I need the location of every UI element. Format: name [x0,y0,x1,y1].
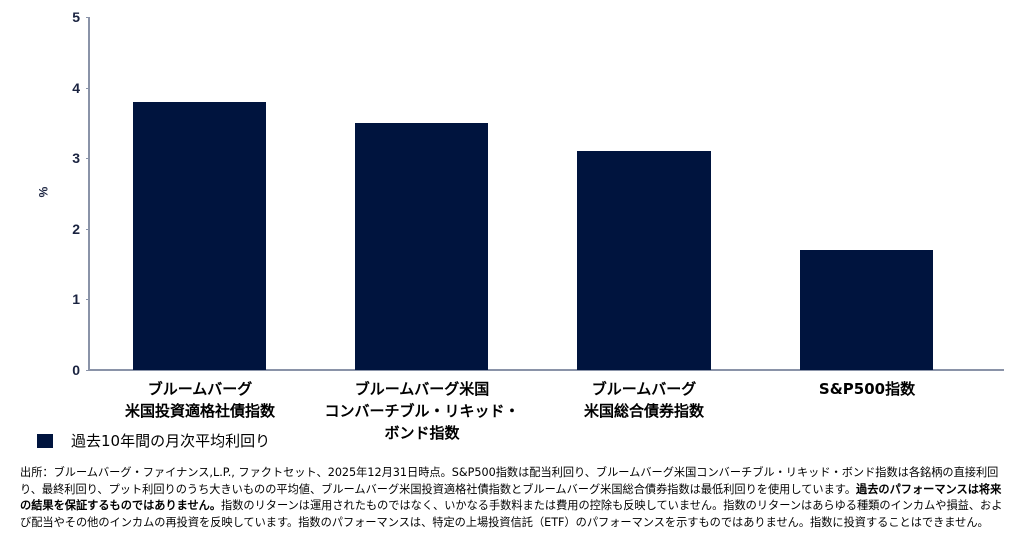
x-category-label: ブルームバーグ米国 コンバーチブル・リキッド・ ボンド指数 [312,378,532,444]
x-category-label: ブルームバーグ 米国投資適格社債指数 [90,378,310,422]
category-line: 米国総合債券指数 [583,402,704,420]
source-footnote: 出所：ブルームバーグ・ファイナンス,L.P., ファクトセット、2025年12月… [20,465,1010,531]
category-line: コンバーチブル・リキッド・ [324,402,520,420]
x-category-label: ブルームバーグ 米国総合債券指数 [534,378,754,422]
bar-chart: 0 1 2 3 4 5 % ブルームバーグ 米国投資適格社債指数 ブルームバーグ… [36,9,1004,444]
footnote-source: 出所：ブルームバーグ・ファイナンス,L.P., ファクトセット、2025年12月… [20,466,999,496]
y-axis-line [88,17,90,371]
footnote-index-note: 指数のリターンは運用されたものではなく、いかなる手数料または費用の控除も反映して… [20,499,1003,529]
legend: 過去10年間の月次平均利回り [37,430,270,451]
y-tick-label: 4 [72,80,80,96]
y-tick-label: 2 [72,221,80,237]
y-tick [86,229,90,230]
category-line: ボンド指数 [384,424,460,442]
y-tick-label: 3 [72,150,80,166]
y-tick-label: 0 [72,362,80,378]
y-tick-label: 1 [72,291,80,307]
category-line: ブルームバーグ米国 [354,380,490,398]
bar-sp500 [800,250,933,370]
x-category-label: S&P500指数 [757,378,977,400]
y-tick [86,299,90,300]
y-tick [86,158,90,159]
legend-label: 過去10年間の月次平均利回り [71,432,271,450]
bar-convertible-liquid-bond [355,123,488,370]
bar-us-aggregate-bond [577,151,711,370]
category-line: 米国投資適格社債指数 [124,402,275,420]
footnote-disclaimer-bold: 過去のパフォーマンスは将来の結果を保証するものではありません。 [20,482,1002,513]
category-line: S&P500指数 [818,380,916,398]
y-tick [86,370,90,371]
category-line: ブルームバーグ [147,380,253,398]
category-line: ブルームバーグ [591,380,697,398]
y-tick [86,88,90,89]
legend-swatch [37,433,53,448]
y-tick [86,17,90,18]
bar-investment-grade-corporate [133,102,266,370]
x-axis-line [88,369,1004,371]
y-axis-title: % [36,186,51,198]
y-tick-label: 5 [72,9,80,25]
